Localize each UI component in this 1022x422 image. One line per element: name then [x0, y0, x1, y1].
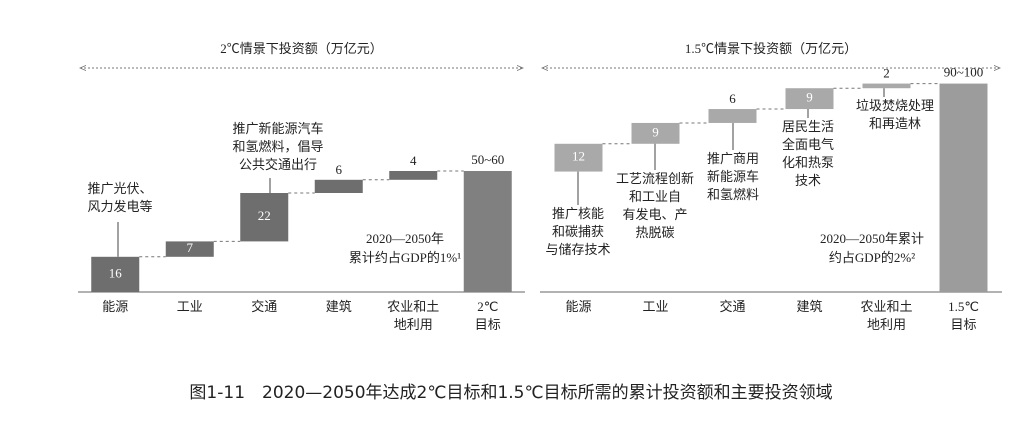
total-bar	[939, 83, 988, 292]
x-tick-label: 交通	[719, 299, 745, 314]
x-tick-label: 2℃	[477, 299, 498, 314]
annotation: 推广新能源汽车	[232, 121, 323, 136]
x-tick-label: 能源	[565, 299, 591, 314]
note: 累计约占GDP的1%¹	[349, 250, 461, 265]
bar	[389, 171, 438, 180]
chart-title: 1.5℃情景下投资额（万亿元）	[685, 41, 857, 56]
annotation: 和工业自	[629, 189, 681, 204]
note: 约占GDP的2%²	[829, 250, 915, 265]
annotation: 热脱碳	[635, 225, 674, 240]
x-tick-label: 农业和土	[387, 299, 439, 314]
annotation: 工艺流程创新	[616, 171, 694, 186]
value-label: 6	[336, 162, 343, 177]
annotation: 垃圾焚烧处理	[856, 98, 934, 113]
annotation: 风力发电等	[87, 199, 152, 214]
annotation: 新能源车	[707, 169, 759, 184]
chart-title: 2℃情景下投资额（万亿元）	[220, 41, 383, 56]
value-label: 4	[410, 153, 417, 168]
bar	[785, 88, 834, 110]
value-label: 9	[652, 124, 659, 139]
note: 2020—2050年累计	[820, 231, 924, 246]
bar	[165, 241, 214, 257]
x-tick-label: 农业和土	[860, 299, 912, 314]
bar	[240, 193, 289, 242]
bar	[554, 143, 603, 172]
note: 2020—2050年	[366, 231, 444, 246]
total-label: 90~100	[944, 65, 984, 80]
value-label: 12	[572, 149, 585, 164]
x-tick-label: 目标	[950, 317, 976, 332]
annotation: 化和热泵	[782, 155, 834, 170]
bar	[708, 109, 757, 123]
annotation: 和氢燃料	[707, 187, 759, 202]
x-tick-label: 建筑	[326, 299, 352, 314]
x-tick-label: 目标	[475, 317, 501, 332]
annotation: 技术	[795, 173, 821, 188]
annotation: 和再造林	[869, 116, 921, 131]
annotation: 和碳捕获	[552, 224, 604, 239]
annotation: 推广商用	[707, 151, 759, 166]
annotation: 与储存技术	[545, 242, 610, 257]
bar	[631, 122, 680, 144]
annotation: 推广光伏、	[87, 181, 152, 196]
x-tick-label: 地利用	[394, 317, 433, 332]
bar	[91, 256, 140, 292]
x-tick-label: 1.5℃	[948, 299, 979, 314]
value-label: 22	[258, 208, 271, 223]
x-tick-label: 工业	[642, 299, 668, 314]
bar	[314, 179, 363, 193]
annotation: 居民生活	[782, 119, 834, 134]
annotation: 和氢燃料，倡导	[232, 139, 323, 154]
caption: 图1-11 2020—2050年达成2℃目标和1.5℃目标所需的累计投资额和主要…	[189, 383, 832, 403]
x-tick-label: 能源	[102, 299, 128, 314]
value-label: 7	[187, 240, 194, 255]
annotation: 有发电、产	[622, 207, 687, 222]
value-label: 9	[806, 90, 813, 105]
x-tick-label: 工业	[177, 299, 203, 314]
x-tick-label: 地利用	[867, 317, 906, 332]
annotation: 全面电气	[782, 137, 834, 152]
annotation: 推广核能	[552, 206, 604, 221]
value-label: 16	[109, 265, 123, 280]
x-tick-label: 建筑	[796, 299, 822, 314]
x-tick-label: 交通	[251, 299, 277, 314]
total-bar	[463, 171, 512, 292]
annotation: 公共交通出行	[239, 157, 317, 172]
total-label: 50~60	[471, 152, 504, 167]
bar	[862, 83, 911, 89]
value-label: 6	[729, 91, 736, 106]
value-label: 2	[883, 66, 890, 81]
